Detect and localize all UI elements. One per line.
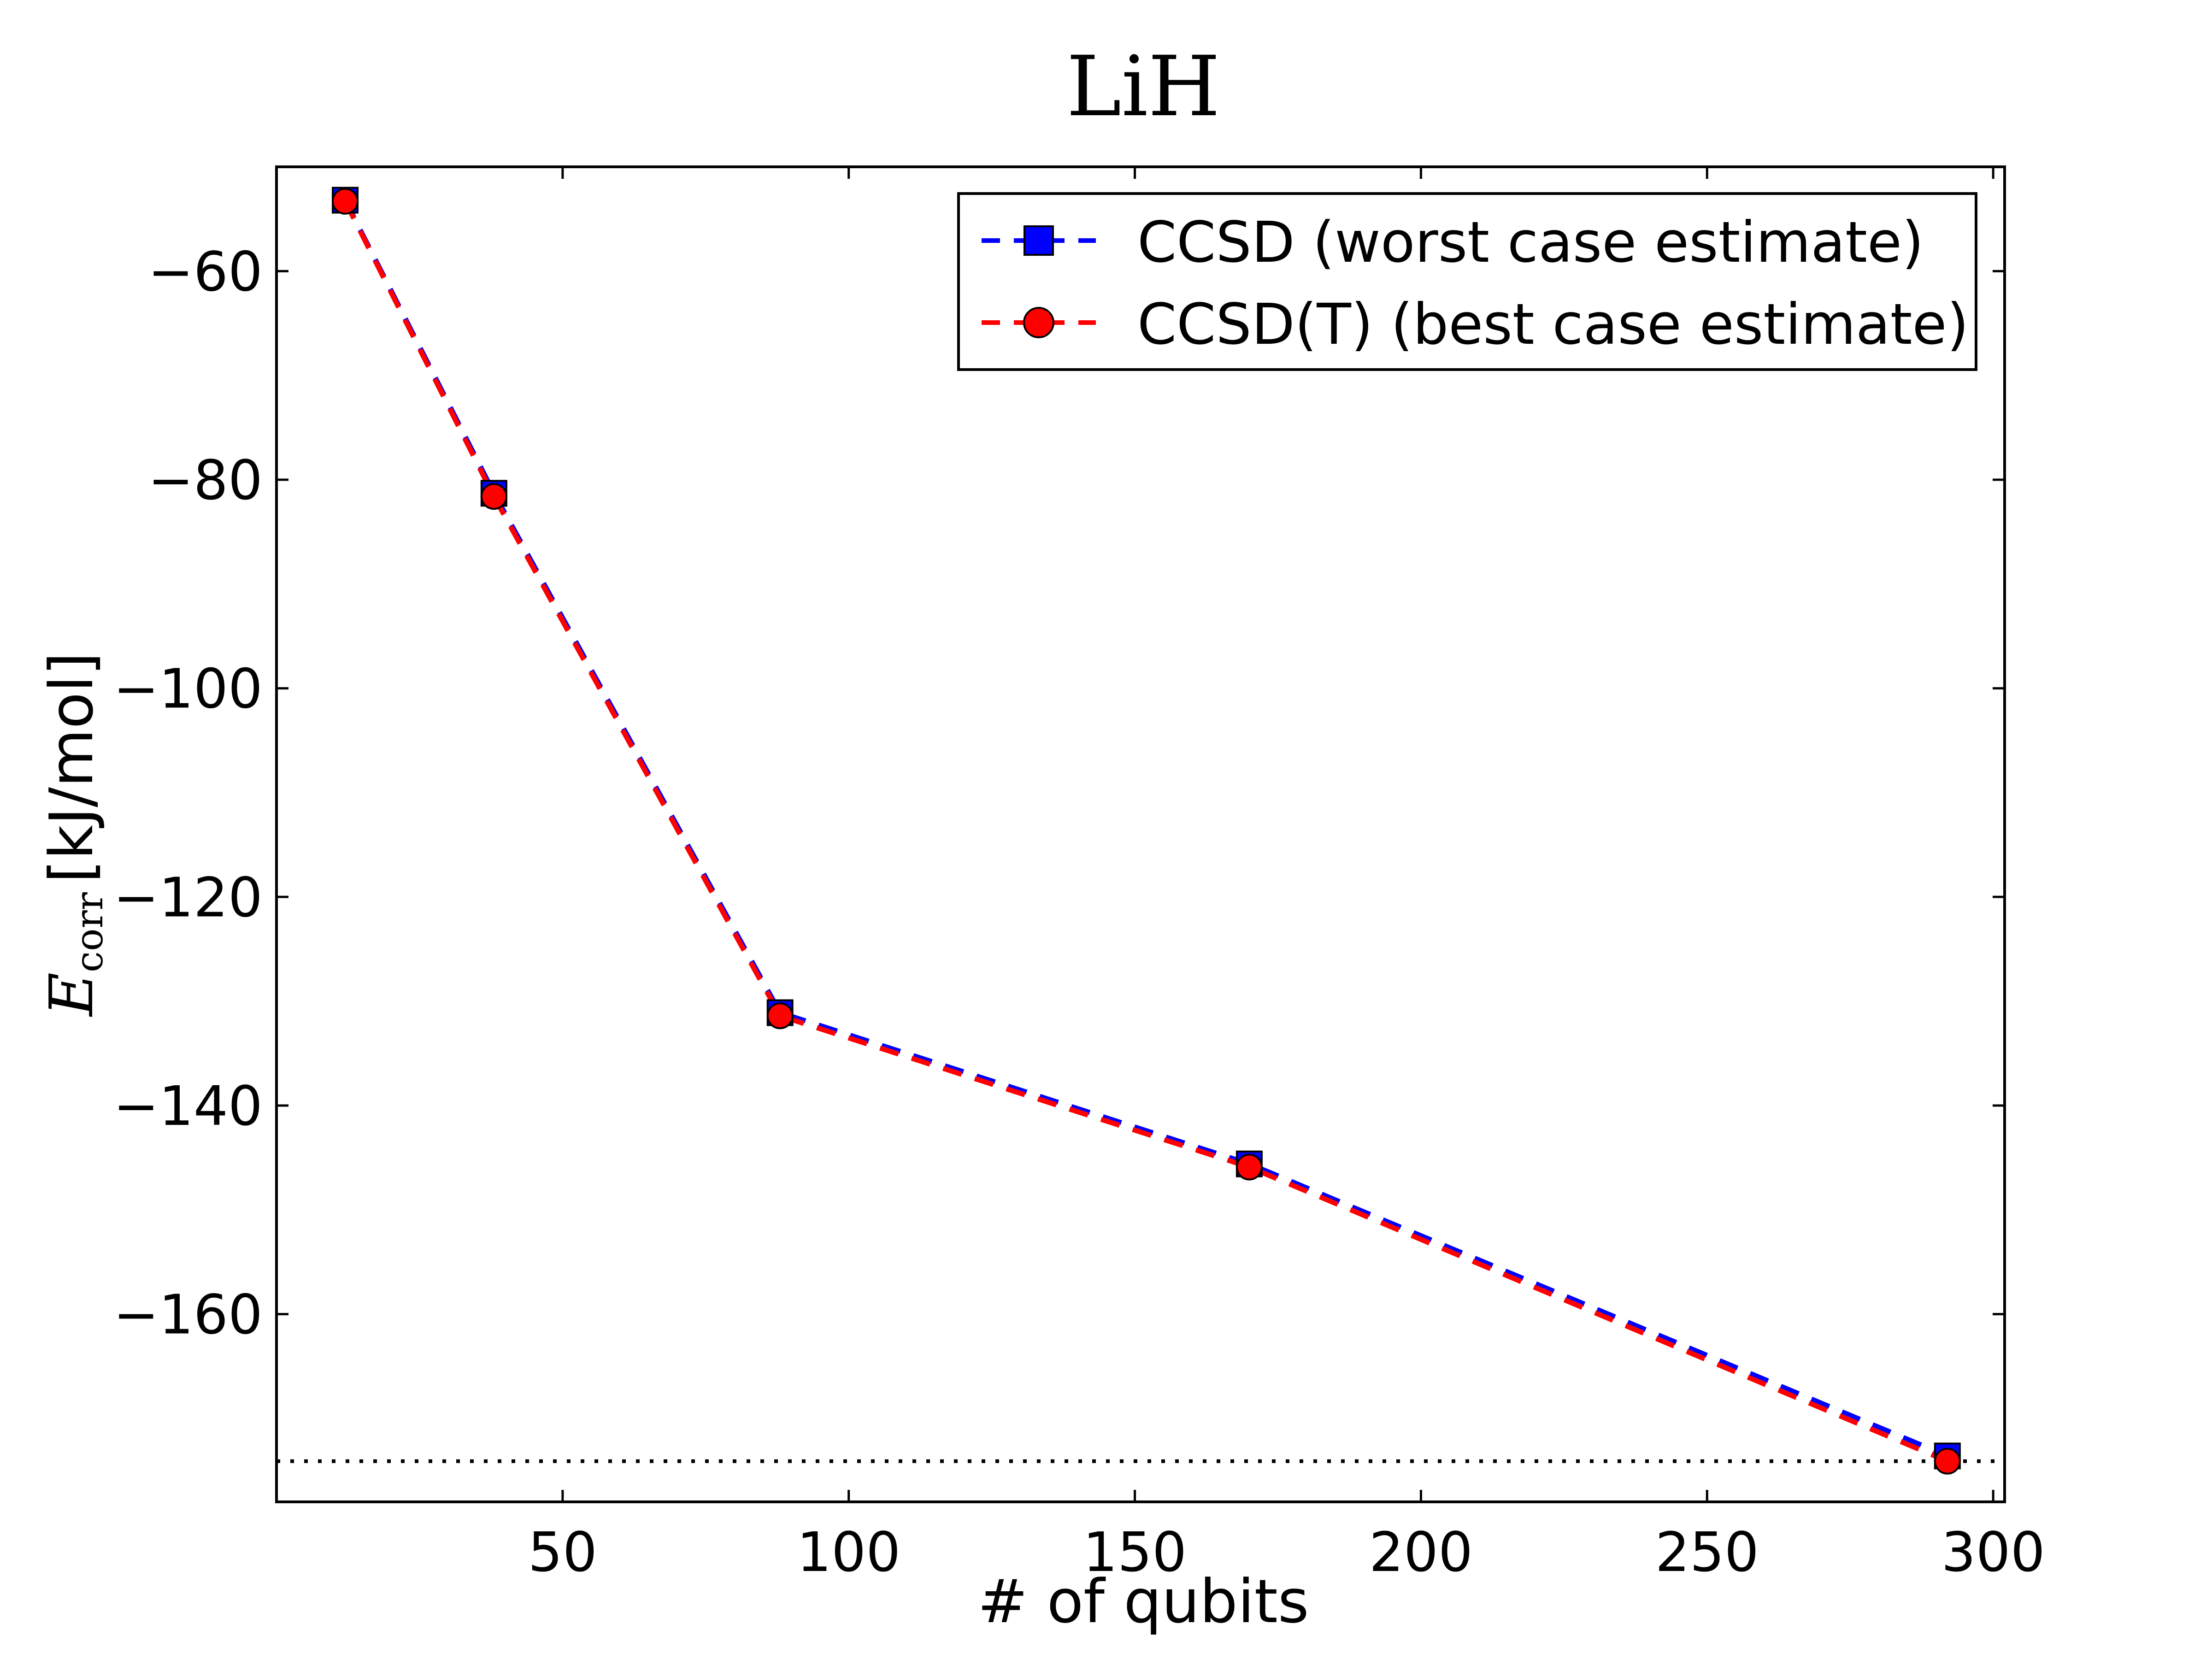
data-point-ccsd-t <box>766 1002 794 1030</box>
y-axis-label-subscript: corr <box>68 892 112 972</box>
legend-frame <box>957 192 1977 371</box>
data-point-ccsd-t <box>1235 1153 1263 1181</box>
chart-title: LiH <box>1066 39 1220 135</box>
data-point-ccsd-t <box>480 483 507 510</box>
x-tick-label: 300 <box>1941 1520 2045 1584</box>
x-tick-label: 100 <box>797 1520 900 1584</box>
legend-item-ccsd-t: CCSD(T) (best case estimate) <box>982 292 1969 357</box>
legend-marker-square <box>1024 225 1054 256</box>
y-tick-label: −80 <box>148 448 263 512</box>
x-tick-label: 150 <box>1083 1520 1187 1584</box>
x-axis-label: # of qubits <box>977 1566 1309 1636</box>
y-axis-label-symbol: E <box>36 972 106 1017</box>
plot-frame <box>275 165 2006 1503</box>
series-line-ccsd-t <box>343 200 1948 1464</box>
y-tick-label: −60 <box>148 240 263 303</box>
x-tick-label: 250 <box>1655 1520 1759 1584</box>
legend: CCSD (worst case estimate) CCSD(T) (best… <box>957 192 1977 371</box>
plot-area: 50 100 150 200 250 300 −60 −80 −100 −120 −140 −160 <box>113 167 2045 1584</box>
legend-item-ccsd: CCSD (worst case estimate) <box>982 210 1924 275</box>
y-tick-label: −120 <box>113 865 263 929</box>
data-point-ccsd-t <box>332 188 359 215</box>
x-tick-label: 200 <box>1369 1520 1473 1584</box>
series-line-ccsd <box>343 199 1948 1459</box>
legend-label-ccsd: CCSD (worst case estimate) <box>1137 210 1924 275</box>
legend-marker-circle <box>1023 307 1054 338</box>
x-tick-label: 50 <box>528 1520 597 1584</box>
y-axis-label: Ecorr [kJ/mol] <box>36 652 112 1017</box>
y-tick-label: −100 <box>113 657 263 721</box>
y-tick-label: −140 <box>113 1074 263 1138</box>
y-axis-label-unit: [kJ/mol] <box>36 652 106 883</box>
legend-label-ccsd-t: CCSD(T) (best case estimate) <box>1137 292 1969 357</box>
data-point-ccsd-t <box>1934 1447 1961 1475</box>
y-tick-label: −160 <box>113 1283 263 1347</box>
